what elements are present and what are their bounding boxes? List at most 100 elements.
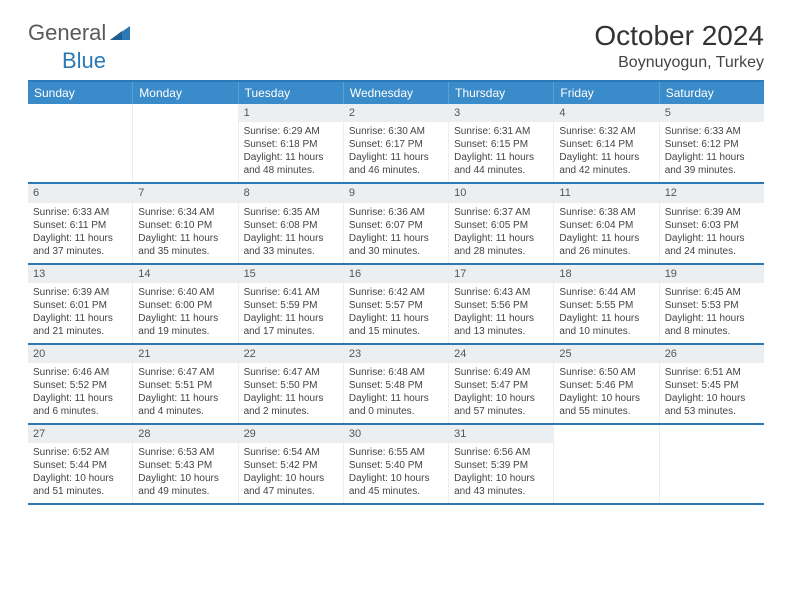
sunset-line: Sunset: 6:04 PM (559, 219, 653, 232)
month-title: October 2024 (594, 20, 764, 52)
daylight-line: Daylight: 10 hours and 47 minutes. (244, 472, 338, 498)
sunset-line: Sunset: 6:01 PM (33, 299, 127, 312)
day-number: 19 (660, 265, 764, 283)
daylight-line: Daylight: 11 hours and 30 minutes. (349, 232, 443, 258)
sunset-line: Sunset: 6:17 PM (349, 138, 443, 151)
week-row: 20Sunrise: 6:46 AMSunset: 5:52 PMDayligh… (28, 345, 764, 425)
day-body: Sunrise: 6:46 AMSunset: 5:52 PMDaylight:… (28, 363, 132, 423)
title-box: October 2024 Boynuyogun, Turkey (594, 20, 764, 72)
day-number: 21 (133, 345, 237, 363)
sunset-line: Sunset: 6:14 PM (559, 138, 653, 151)
day-cell: 13Sunrise: 6:39 AMSunset: 6:01 PMDayligh… (28, 265, 133, 343)
sunrise-line: Sunrise: 6:37 AM (454, 206, 548, 219)
day-cell: 19Sunrise: 6:45 AMSunset: 5:53 PMDayligh… (660, 265, 764, 343)
day-cell: 21Sunrise: 6:47 AMSunset: 5:51 PMDayligh… (133, 345, 238, 423)
daylight-line: Daylight: 11 hours and 17 minutes. (244, 312, 338, 338)
day-body: Sunrise: 6:40 AMSunset: 6:00 PMDaylight:… (133, 283, 237, 343)
daylight-line: Daylight: 11 hours and 39 minutes. (665, 151, 759, 177)
day-number: 30 (344, 425, 448, 443)
empty-cell (28, 104, 133, 182)
day-body: Sunrise: 6:33 AMSunset: 6:12 PMDaylight:… (660, 122, 764, 182)
weekday-header-row: SundayMondayTuesdayWednesdayThursdayFrid… (28, 82, 764, 104)
daylight-line: Daylight: 11 hours and 42 minutes. (559, 151, 653, 177)
day-number: 11 (554, 184, 658, 202)
day-number: 25 (554, 345, 658, 363)
day-number: 16 (344, 265, 448, 283)
sunset-line: Sunset: 6:18 PM (244, 138, 338, 151)
week-row: 6Sunrise: 6:33 AMSunset: 6:11 PMDaylight… (28, 184, 764, 264)
day-body: Sunrise: 6:56 AMSunset: 5:39 PMDaylight:… (449, 443, 553, 503)
sunrise-line: Sunrise: 6:54 AM (244, 446, 338, 459)
sunrise-line: Sunrise: 6:32 AM (559, 125, 653, 138)
day-body: Sunrise: 6:30 AMSunset: 6:17 PMDaylight:… (344, 122, 448, 182)
sunset-line: Sunset: 5:45 PM (665, 379, 759, 392)
day-cell: 9Sunrise: 6:36 AMSunset: 6:07 PMDaylight… (344, 184, 449, 262)
week-row: 1Sunrise: 6:29 AMSunset: 6:18 PMDaylight… (28, 104, 764, 184)
day-number: 14 (133, 265, 237, 283)
daylight-line: Daylight: 10 hours and 45 minutes. (349, 472, 443, 498)
daylight-line: Daylight: 11 hours and 8 minutes. (665, 312, 759, 338)
sunrise-line: Sunrise: 6:38 AM (559, 206, 653, 219)
day-body: Sunrise: 6:37 AMSunset: 6:05 PMDaylight:… (449, 203, 553, 263)
daylight-line: Daylight: 11 hours and 37 minutes. (33, 232, 127, 258)
day-number: 15 (239, 265, 343, 283)
sunrise-line: Sunrise: 6:44 AM (559, 286, 653, 299)
day-body: Sunrise: 6:31 AMSunset: 6:15 PMDaylight:… (449, 122, 553, 182)
day-body: Sunrise: 6:35 AMSunset: 6:08 PMDaylight:… (239, 203, 343, 263)
sunset-line: Sunset: 5:55 PM (559, 299, 653, 312)
weeks-container: 1Sunrise: 6:29 AMSunset: 6:18 PMDaylight… (28, 104, 764, 505)
day-cell: 18Sunrise: 6:44 AMSunset: 5:55 PMDayligh… (554, 265, 659, 343)
sunset-line: Sunset: 5:59 PM (244, 299, 338, 312)
sunrise-line: Sunrise: 6:46 AM (33, 366, 127, 379)
weekday-header: Sunday (28, 82, 133, 104)
daylight-line: Daylight: 11 hours and 28 minutes. (454, 232, 548, 258)
day-number: 31 (449, 425, 553, 443)
sunrise-line: Sunrise: 6:51 AM (665, 366, 759, 379)
sunset-line: Sunset: 5:43 PM (138, 459, 232, 472)
day-body: Sunrise: 6:52 AMSunset: 5:44 PMDaylight:… (28, 443, 132, 503)
day-cell: 30Sunrise: 6:55 AMSunset: 5:40 PMDayligh… (344, 425, 449, 503)
day-cell: 24Sunrise: 6:49 AMSunset: 5:47 PMDayligh… (449, 345, 554, 423)
day-body: Sunrise: 6:39 AMSunset: 6:03 PMDaylight:… (660, 203, 764, 263)
week-row: 13Sunrise: 6:39 AMSunset: 6:01 PMDayligh… (28, 265, 764, 345)
day-number: 6 (28, 184, 132, 202)
day-number: 3 (449, 104, 553, 122)
sunset-line: Sunset: 6:08 PM (244, 219, 338, 232)
sunset-line: Sunset: 5:39 PM (454, 459, 548, 472)
day-cell: 15 Sunrise: 6:41 AMSunset: 5:59 PMDayligh… (239, 265, 344, 343)
day-number: 9 (344, 184, 448, 202)
sunrise-line: Sunrise: 6:53 AM (138, 446, 232, 459)
daylight-line: Daylight: 11 hours and 24 minutes. (665, 232, 759, 258)
sunrise-line: Sunrise: 6:45 AM (665, 286, 759, 299)
weekday-header: Saturday (660, 82, 764, 104)
day-body: Sunrise: 6:39 AMSunset: 6:01 PMDaylight:… (28, 283, 132, 343)
sunrise-line: Sunrise: 6:56 AM (454, 446, 548, 459)
day-number: 12 (660, 184, 764, 202)
daylight-line: Daylight: 11 hours and 44 minutes. (454, 151, 548, 177)
day-body: Sunrise: 6:53 AMSunset: 5:43 PMDaylight:… (133, 443, 237, 503)
sunrise-line: Sunrise: 6:40 AM (138, 286, 232, 299)
day-number: 17 (449, 265, 553, 283)
day-cell: 26Sunrise: 6:51 AMSunset: 5:45 PMDayligh… (660, 345, 764, 423)
brand-logo: General (28, 20, 130, 46)
day-body: Sunrise: 6:47 AMSunset: 5:51 PMDaylight:… (133, 363, 237, 423)
day-cell: 12Sunrise: 6:39 AMSunset: 6:03 PMDayligh… (660, 184, 764, 262)
daylight-line: Daylight: 10 hours and 49 minutes. (138, 472, 232, 498)
day-number: 4 (554, 104, 658, 122)
sunrise-line: Sunrise: 6:43 AM (454, 286, 548, 299)
sunrise-line: Sunrise: 6:42 AM (349, 286, 443, 299)
sunset-line: Sunset: 5:44 PM (33, 459, 127, 472)
day-number: 20 (28, 345, 132, 363)
calendar-grid: SundayMondayTuesdayWednesdayThursdayFrid… (28, 80, 764, 505)
daylight-line: Daylight: 11 hours and 35 minutes. (138, 232, 232, 258)
sunset-line: Sunset: 6:07 PM (349, 219, 443, 232)
daylight-line: Daylight: 10 hours and 57 minutes. (454, 392, 548, 418)
daylight-line: Daylight: 10 hours and 53 minutes. (665, 392, 759, 418)
day-body: Sunrise: 6:36 AMSunset: 6:07 PMDaylight:… (344, 203, 448, 263)
sunset-line: Sunset: 5:52 PM (33, 379, 127, 392)
day-cell: 16Sunrise: 6:42 AMSunset: 5:57 PMDayligh… (344, 265, 449, 343)
day-cell: 27Sunrise: 6:52 AMSunset: 5:44 PMDayligh… (28, 425, 133, 503)
day-body: Sunrise: 6:32 AMSunset: 6:14 PMDaylight:… (554, 122, 658, 182)
sunrise-line: Sunrise: 6:41 AM (244, 286, 338, 299)
daylight-line: Daylight: 11 hours and 46 minutes. (349, 151, 443, 177)
